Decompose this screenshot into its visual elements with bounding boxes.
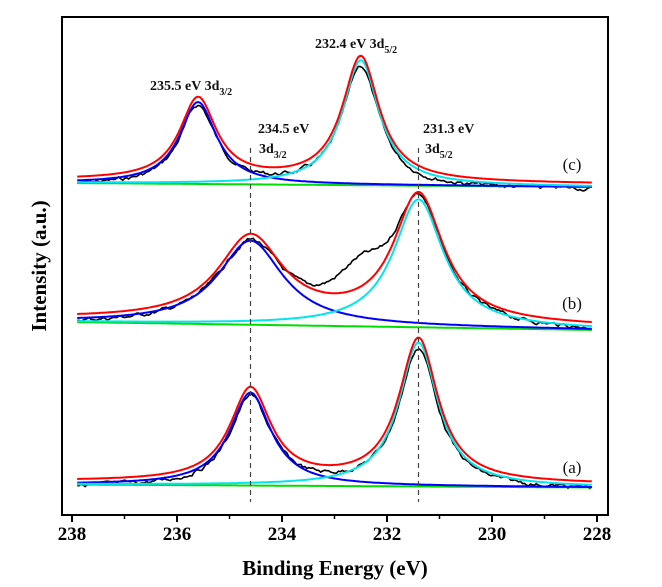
annotation-b-231-3-line1: 231.3 eV <box>423 122 474 137</box>
peak-3d5-2-line <box>77 341 592 486</box>
reference-lines <box>249 148 420 502</box>
annotation-sub: 5/2 <box>384 45 397 56</box>
annotation-b-231-3-line2: 3d5/2 <box>425 142 453 161</box>
panel-label-c: (c) <box>563 155 582 174</box>
annotation-c-3d5-2: 232.4 eV 3d5/2 <box>315 37 397 56</box>
tick-label-230: 230 <box>478 524 507 545</box>
annotation-c-3d3-2: 235.5 eV 3d3/2 <box>150 79 232 98</box>
envelope-fit-line <box>77 54 592 184</box>
peak-3d3-2-line <box>77 239 592 330</box>
annotation-sub: 3/2 <box>274 150 287 161</box>
plot-frame <box>61 16 609 516</box>
panel-label-b: (b) <box>562 294 582 313</box>
curves-layer <box>77 54 593 490</box>
panel-b <box>77 190 592 331</box>
annotation-main: 232.4 eV 3d <box>315 37 385 52</box>
envelope-fit-line <box>77 190 592 323</box>
peak-3d5-2-line <box>77 59 592 187</box>
annotation-main: 3d <box>425 142 440 157</box>
tick-label-228: 228 <box>583 524 612 545</box>
peak-3d5-2-line <box>77 198 592 328</box>
tick-label-232: 232 <box>373 524 402 545</box>
x-tick-labels: 238 236 234 232 230 228 <box>58 524 612 545</box>
x-ticks <box>71 515 598 522</box>
tick-label-234: 234 <box>268 524 297 545</box>
tick-label-238: 238 <box>58 524 87 545</box>
annotation-main: 235.5 eV 3d <box>150 79 220 94</box>
panel-c <box>77 54 593 192</box>
envelope-fit-line <box>77 336 592 483</box>
x-axis-title: Binding Energy (eV) <box>242 556 428 580</box>
annotation-b-234-5-line2: 3d3/2 <box>259 142 287 161</box>
peak-3d3-2-line <box>77 100 592 188</box>
annotation-sub: 3/2 <box>219 87 232 98</box>
annotation-b-234-5-line1: 234.5 eV <box>258 122 309 137</box>
background-line <box>77 321 592 331</box>
peak-3d3-2-line <box>77 391 592 488</box>
tick-label-236: 236 <box>163 524 192 545</box>
annotation-sub: 5/2 <box>440 150 453 161</box>
panel-label-a: (a) <box>563 458 582 477</box>
y-axis-title: Intensity (a.u.) <box>27 200 51 331</box>
annotation-main: 3d <box>259 142 274 157</box>
panel-a <box>77 336 593 490</box>
raw-data-line <box>77 348 593 490</box>
raw-data-line <box>77 192 592 331</box>
